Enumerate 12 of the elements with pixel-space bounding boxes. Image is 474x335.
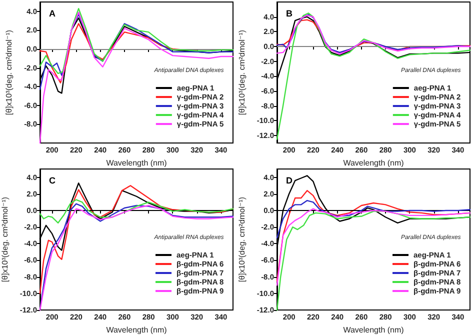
text: A — [49, 8, 56, 18]
x-axis-title: Wavelength (nm) — [343, 325, 404, 334]
text: C — [49, 176, 56, 186]
y-axis-title: [θ]x10³(deg. cm²dmol⁻¹) — [0, 196, 10, 282]
x-axis-title: Wavelength (nm) — [343, 158, 404, 168]
x-axis-title: Wavelength (nm) — [106, 325, 168, 334]
y-axis-title: [θ]x10³(deg. cm²dmol⁻¹) — [4, 30, 14, 116]
y-axis-title: [θ]x10³(deg. cm²dmol⁻¹) — [238, 196, 247, 282]
text: D — [286, 176, 293, 186]
text: B — [286, 8, 293, 18]
y-axis-title: [θ]x10³(deg. cm²dmol⁻¹) — [238, 30, 247, 116]
x-axis-title: Wavelength (nm) — [106, 158, 168, 168]
